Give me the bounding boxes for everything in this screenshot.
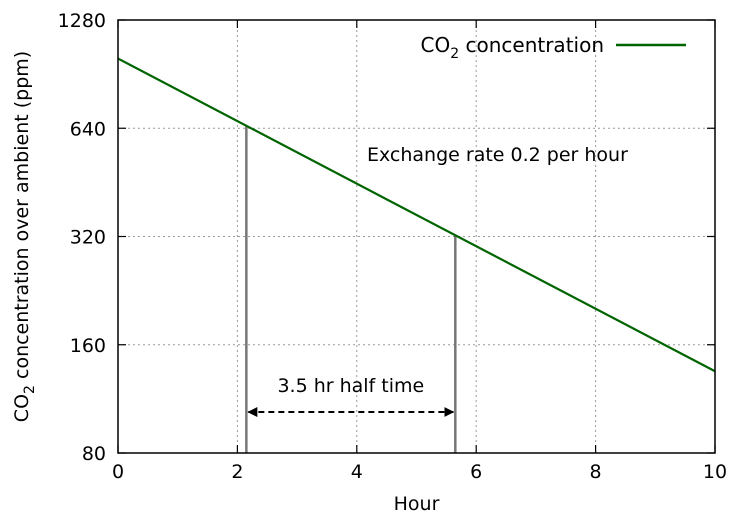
y-axis-title-subscript: 2 (22, 385, 38, 394)
grid-lines (118, 20, 715, 453)
legend-label: CO2 concentration (420, 33, 604, 62)
legend-label-main: CO (420, 33, 450, 57)
half-time-annotation: 3.5 hr half time (277, 375, 424, 397)
exchange-rate-annotation: Exchange rate 0.2 per hour (367, 144, 628, 166)
series-layer (117, 57, 716, 373)
x-tick-label: 8 (590, 461, 602, 483)
y-tick-label: 640 (70, 118, 106, 140)
y-axis-title: CO2 concentration over ambient (ppm) (11, 51, 38, 422)
y-tick-label: 80 (82, 443, 106, 465)
y-axis-title-rest: concentration over ambient (ppm) (11, 51, 33, 385)
y-tick-label: 1280 (58, 10, 106, 32)
series-line-co2 (117, 57, 716, 373)
x-tick-label: 2 (231, 461, 243, 483)
y-axis-title-main: CO (11, 394, 33, 422)
legend-label-subscript: 2 (450, 46, 459, 62)
axis-ticks: 0 2 4 6 8 10 80 160 320 640 1280 (58, 10, 727, 483)
legend-label-rest: concentration (459, 33, 604, 57)
x-axis-title: Hour (394, 493, 440, 515)
half-time-markers (245, 125, 457, 453)
x-tick-label: 6 (470, 461, 482, 483)
legend: CO2 concentration (420, 33, 686, 62)
x-tick-label: 0 (112, 461, 124, 483)
x-tick-label: 4 (351, 461, 363, 483)
x-tick-label: 10 (703, 461, 727, 483)
y-tick-label: 160 (70, 335, 106, 357)
y-tick-label: 320 (70, 227, 106, 249)
